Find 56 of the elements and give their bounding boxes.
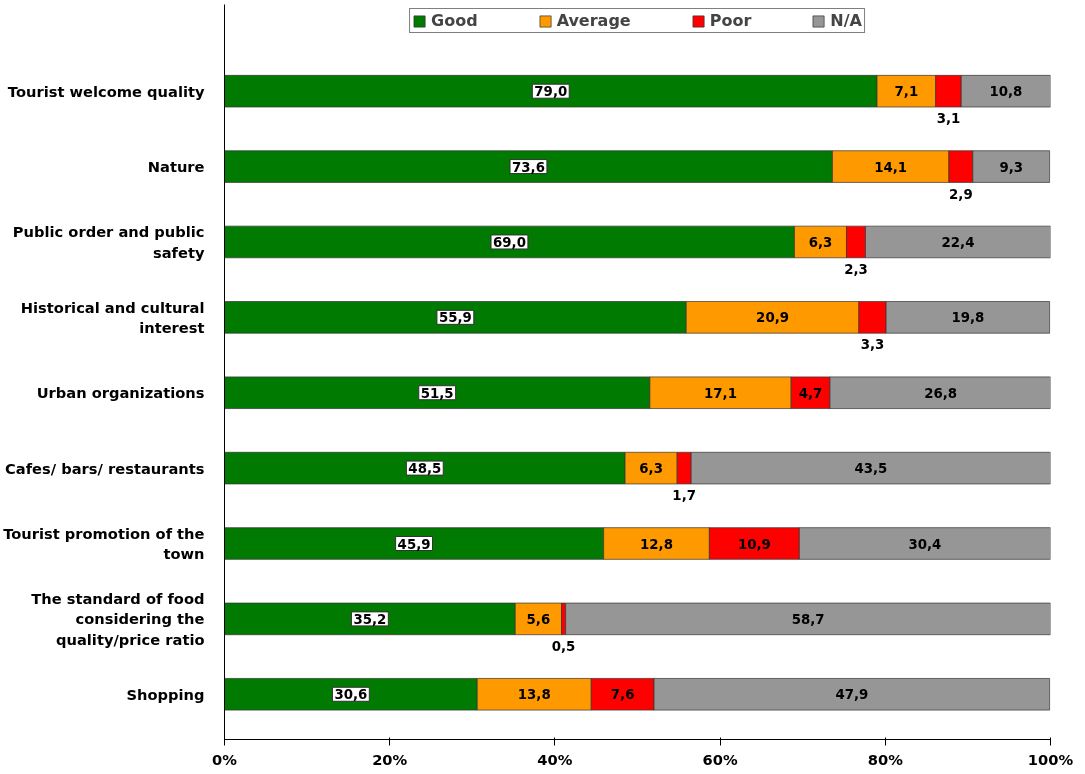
legend-label: Average — [556, 11, 631, 30]
data-label: 13,8 — [517, 687, 551, 703]
data-label: 30,6 — [334, 687, 368, 703]
data-label: 6,3 — [808, 234, 833, 250]
y-tick-label: Tourist welcome quality — [7, 82, 205, 100]
x-tick-label: 80% — [867, 750, 904, 768]
x-tick-label: 40% — [537, 750, 573, 768]
data-label: 58,7 — [791, 611, 825, 627]
x-tick-label: 20% — [372, 750, 408, 768]
y-tick-label: Cafes/ bars/ restaurants — [5, 459, 205, 477]
data-label: 10,8 — [989, 84, 1023, 100]
data-label: 7,6 — [610, 687, 635, 703]
legend-label: Good — [431, 11, 478, 30]
x-tick-label: 60% — [702, 750, 738, 768]
data-label: 26,8 — [924, 385, 958, 401]
y-tick-label: Historical and cultural interest — [20, 298, 205, 337]
y-tick-label: Tourist promotion of the town — [3, 524, 205, 563]
data-label: 69,0 — [493, 234, 526, 250]
data-label: 20,9 — [756, 310, 789, 326]
data-label: 17,1 — [704, 385, 737, 401]
data-label: 22,4 — [941, 234, 975, 250]
data-label: 43,5 — [854, 461, 888, 477]
data-label: 2,3 — [844, 262, 868, 278]
data-label: 47,9 — [835, 687, 869, 703]
legend-label: Poor — [709, 11, 752, 30]
y-tick-label: Shopping — [126, 685, 205, 703]
data-label: 10,9 — [737, 536, 771, 552]
data-label: 12,8 — [640, 536, 673, 552]
y-tick-label: The standard of food considering the quality/price ratio — [31, 589, 205, 648]
data-label: 2,9 — [949, 186, 973, 202]
data-label: 19,8 — [951, 310, 985, 326]
data-label: 35,2 — [353, 611, 387, 627]
data-label: 3,1 — [936, 111, 961, 127]
data-label: 45,9 — [397, 536, 431, 552]
data-label: 55,9 — [438, 310, 472, 326]
y-tick-label: Nature — [147, 158, 205, 176]
data-label: 48,5 — [408, 461, 442, 477]
x-tick-label: 100% — [1027, 750, 1074, 768]
data-label: 1,7 — [672, 488, 696, 504]
bar — [565, 602, 1051, 636]
data-label: 9,3 — [999, 159, 1024, 175]
y-tick-label: Urban organizations — [36, 384, 205, 402]
data-label: 73,6 — [512, 159, 545, 175]
data-label: 3,3 — [860, 337, 885, 353]
data-label: 51,5 — [420, 385, 454, 401]
y-tick-label: Public order and public safety — [12, 223, 205, 261]
x-tick-label: 0% — [212, 750, 238, 768]
legend-label: N/A — [830, 11, 862, 30]
data-label: 0,5 — [551, 639, 576, 655]
data-label: 7,1 — [894, 84, 919, 100]
data-label: 5,6 — [526, 611, 551, 627]
data-label: 6,3 — [639, 461, 663, 477]
data-label: 4,7 — [798, 385, 823, 401]
data-label: 79,0 — [534, 84, 568, 100]
data-label: 30,4 — [908, 536, 942, 552]
data-label: 14,1 — [874, 159, 908, 175]
